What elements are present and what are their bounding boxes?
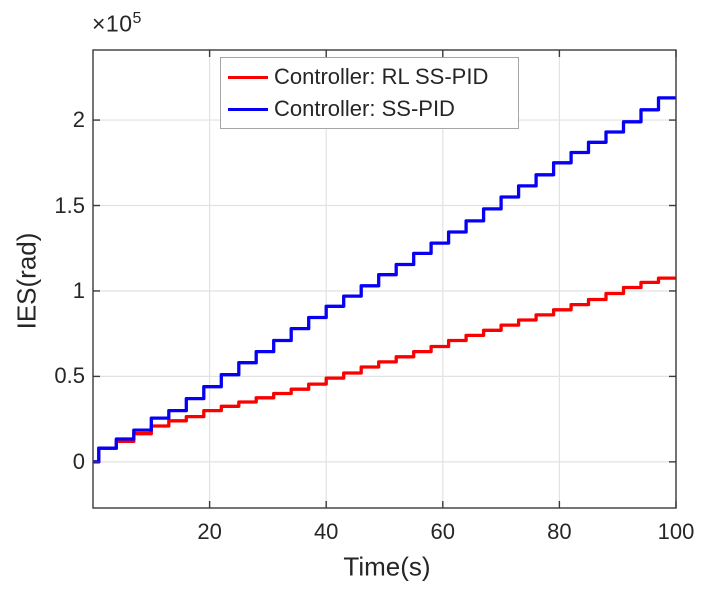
y-tick-label: 1 xyxy=(72,277,85,303)
y-axis-exponent-label: ×105 xyxy=(92,10,142,37)
legend-label: Controller: SS-PID xyxy=(274,96,455,121)
series-line-ss-pid xyxy=(93,96,676,464)
y-axis-label: IES(rad) xyxy=(11,232,42,330)
legend-entry-ss-pid: Controller: SS-PID xyxy=(228,96,518,122)
y-tick-label: 0 xyxy=(72,448,85,474)
y-tick-label: 2 xyxy=(72,107,85,133)
data-series xyxy=(93,96,676,464)
y-tick-label: 1.5 xyxy=(54,192,85,218)
plot-border xyxy=(92,49,677,509)
x-tick-label: 60 xyxy=(430,519,456,544)
y-tick-label: 0.5 xyxy=(54,363,85,389)
legend-line-sample-red xyxy=(228,75,268,79)
legend: Controller: RL SS-PID Controller: SS-PID xyxy=(220,57,519,129)
x-tick-label: 100 xyxy=(657,519,695,544)
axis-ticks xyxy=(93,50,677,508)
x-tick-label: 20 xyxy=(197,519,222,544)
legend-line-sample-blue xyxy=(228,107,268,111)
series-line-rl-ss-pid xyxy=(93,276,676,464)
x-tick-label: 40 xyxy=(313,519,339,544)
x-tick-label: 80 xyxy=(547,519,572,544)
x-axis-label: Time(s) xyxy=(343,551,431,582)
legend-entry-rl-ss-pid: Controller: RL SS-PID xyxy=(228,64,518,90)
legend-label: Controller: RL SS-PID xyxy=(274,64,489,89)
